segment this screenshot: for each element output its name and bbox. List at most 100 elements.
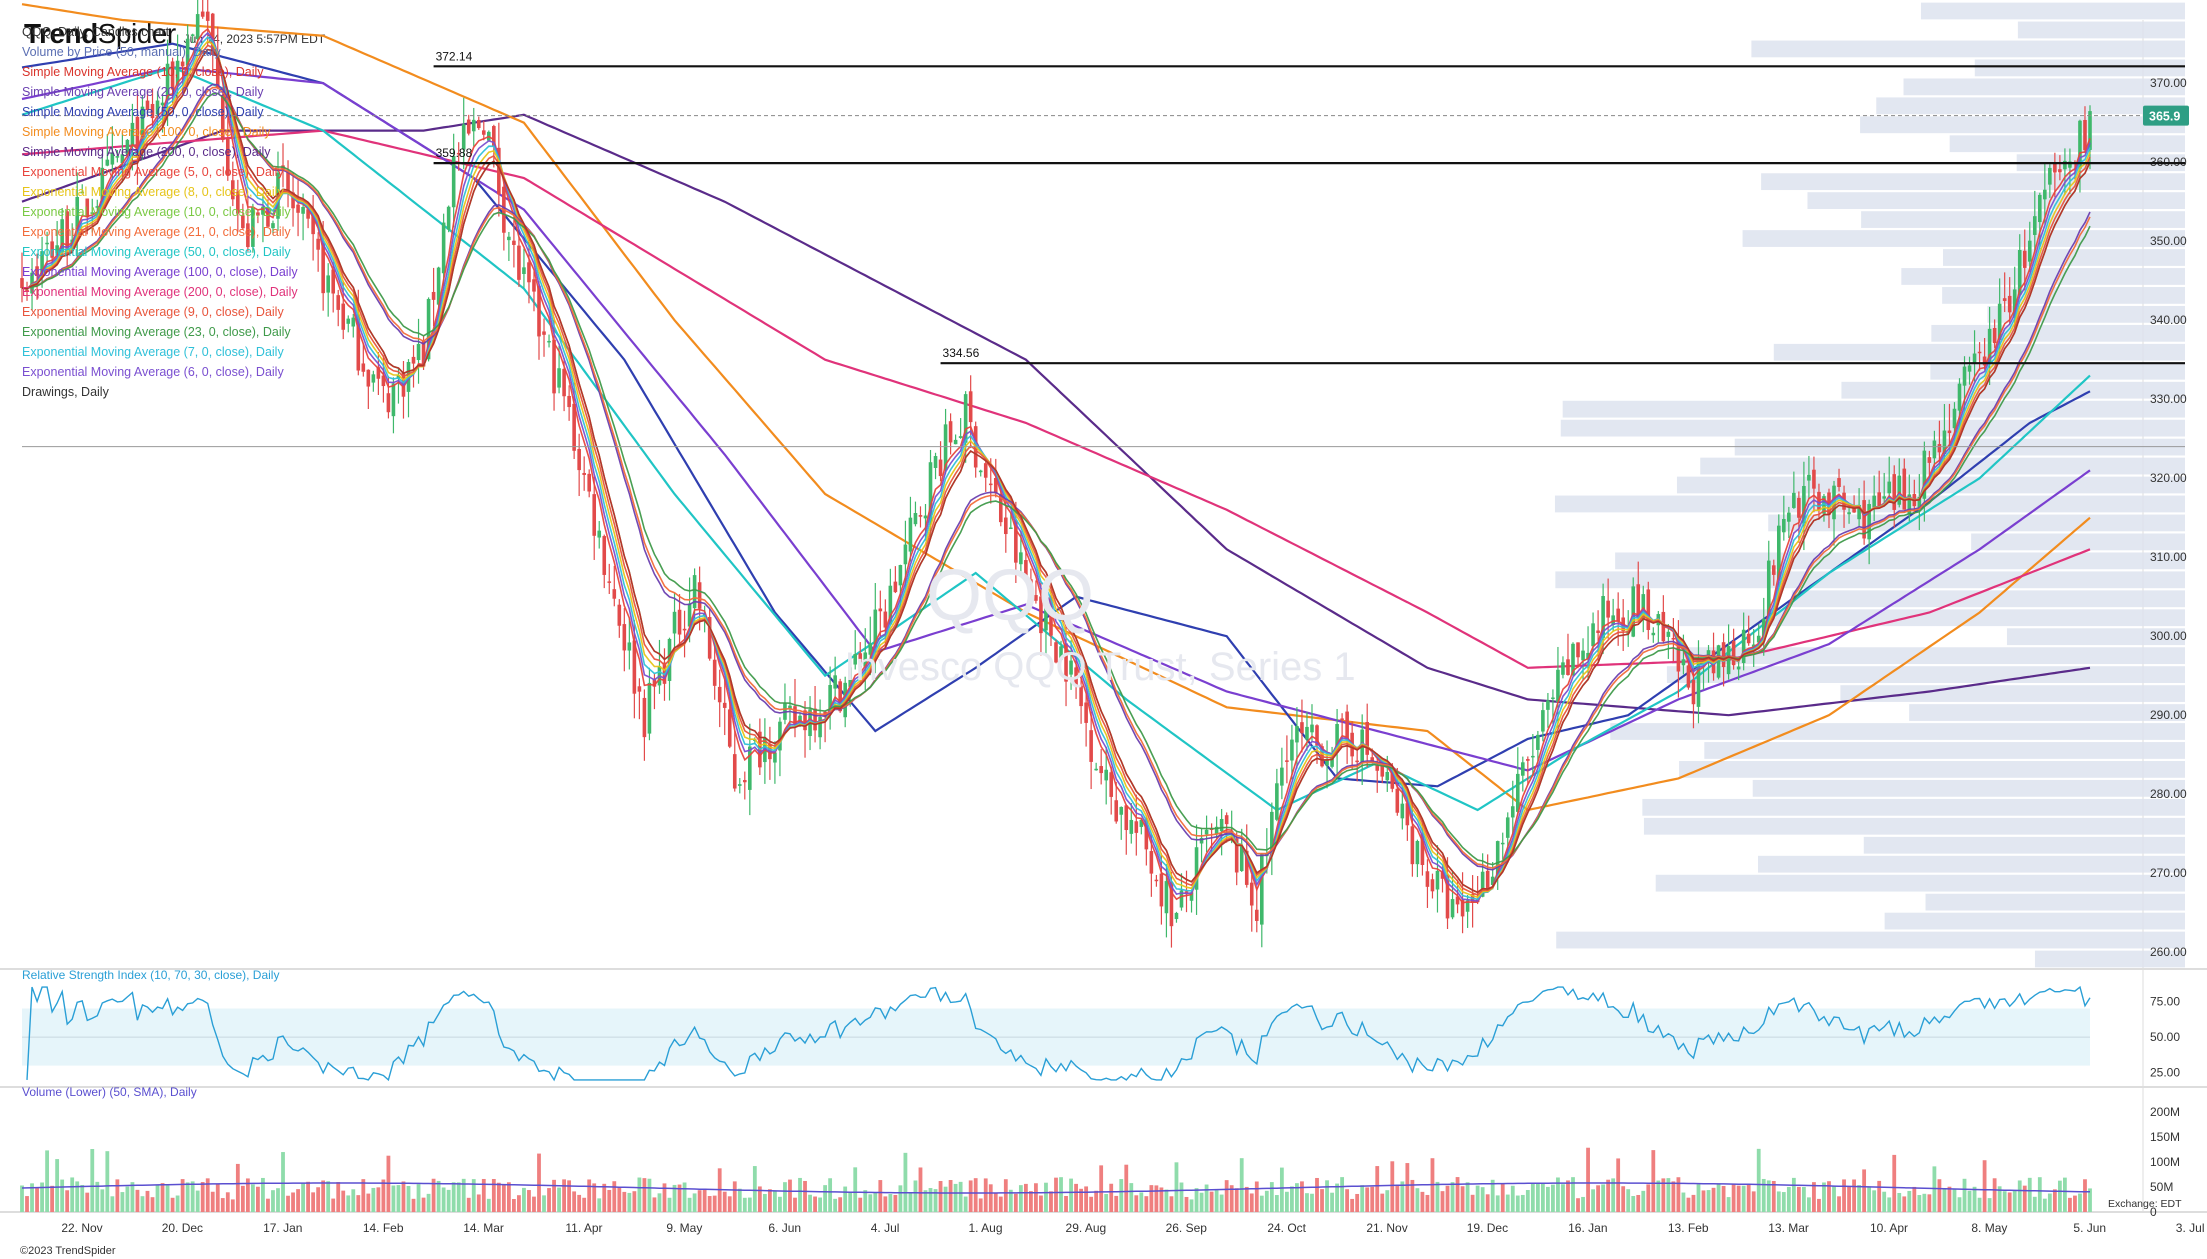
volume-bar (1756, 1148, 1761, 1212)
candle-body (1977, 351, 1982, 354)
candle (1576, 642, 1580, 669)
volume-bar (883, 1196, 888, 1212)
candle (582, 456, 586, 491)
candle-body (1641, 594, 1646, 620)
candle-body (1731, 641, 1736, 666)
candle (481, 120, 486, 141)
candle (612, 565, 617, 607)
volume-bar (1370, 1186, 1375, 1212)
volume-profile-bar (1903, 78, 2185, 96)
candle-body (687, 603, 692, 627)
candle (45, 231, 49, 264)
candle (1892, 465, 1897, 528)
volume-bar (587, 1179, 592, 1212)
candle (958, 418, 963, 439)
legend-entry[interactable]: Exponential Moving Average (21, 0, close… (22, 225, 291, 239)
candle-body (1782, 518, 1786, 533)
legend-entry[interactable]: Exponential Moving Average (10, 0, close… (22, 205, 291, 219)
volume-bar (1551, 1184, 1555, 1212)
volume-bar (266, 1198, 270, 1212)
legend-entry[interactable]: Simple Moving Average (100, 0, close), D… (22, 125, 271, 139)
legend-entry[interactable]: Exponential Moving Average (6, 0, close)… (22, 365, 284, 379)
candle (20, 252, 24, 303)
legend-entry[interactable]: Simple Moving Average (50, 0, close), Da… (22, 105, 264, 119)
legend-entry[interactable]: Simple Moving Average (10, 0, close), Da… (22, 65, 264, 79)
legend-entry[interactable]: Drawings, Daily (22, 385, 109, 399)
legend-entry[interactable]: Exponential Moving Average (23, 0, close… (22, 325, 291, 339)
candle (1179, 873, 1184, 911)
legend-entry[interactable]: Simple Moving Average (20, 0, close), Da… (22, 85, 264, 99)
volume-bar (893, 1194, 898, 1212)
volume-bar (1636, 1194, 1641, 1212)
volume-bar (1666, 1178, 1671, 1212)
legend-entry[interactable]: Exponential Moving Average (9, 0, close)… (22, 305, 284, 319)
volume-bar (602, 1183, 607, 1212)
volume-bar (1124, 1164, 1129, 1212)
rsi-pane: Relative Strength Index (10, 70, 30, clo… (22, 968, 2180, 1082)
legend-entry[interactable]: Exponential Moving Average (100, 0, clos… (22, 265, 298, 279)
volume-bar (1400, 1181, 1405, 1212)
volume-bar (401, 1181, 406, 1212)
volume-bar (1174, 1162, 1179, 1212)
candle (1310, 704, 1314, 742)
volume-bar (481, 1178, 486, 1212)
candle-body (1490, 876, 1495, 886)
legend-entry[interactable]: Exponential Moving Average (200, 0, clos… (22, 285, 298, 299)
candle (1089, 711, 1093, 790)
candle-body (100, 167, 105, 213)
volume-bar (767, 1189, 772, 1212)
candle-body (627, 642, 632, 651)
volume-bar (446, 1189, 451, 1212)
volume-bar (1862, 1169, 1867, 1212)
volume-bar (1194, 1188, 1199, 1212)
volume-bar (908, 1192, 913, 1212)
candle (748, 723, 752, 816)
candle-body (1370, 757, 1375, 763)
candle-body (692, 575, 697, 609)
volume-profile-bar (1704, 742, 2185, 759)
volume-bar (286, 1195, 290, 1212)
legend-entry[interactable]: Exponential Moving Average (50, 0, close… (22, 245, 291, 259)
candle-body (1937, 444, 1942, 453)
volume-bar (1440, 1191, 1445, 1212)
volume-bar (567, 1180, 572, 1212)
volume-bar (1360, 1185, 1365, 1212)
candle (742, 771, 747, 800)
volume-profile-bar (1761, 173, 2185, 191)
volume-bar (75, 1181, 80, 1212)
candle-body (572, 403, 576, 451)
candle (2043, 163, 2047, 224)
legend-entry[interactable]: Exponential Moving Average (8, 0, close)… (22, 185, 284, 199)
candle (547, 334, 551, 348)
candle-body (476, 119, 481, 129)
candle (1199, 828, 1204, 863)
candle-body (381, 375, 386, 387)
candle (451, 133, 456, 228)
legend-entry[interactable]: Exponential Moving Average (5, 0, close)… (22, 165, 284, 179)
candle-body (45, 242, 49, 245)
candle-body (1290, 739, 1294, 761)
x-tick-label: 4. Jul (871, 1221, 900, 1235)
legend-entry[interactable]: Volume by Price (50, manual), Daily (22, 45, 221, 59)
volume-bar (848, 1192, 853, 1212)
candle (1731, 628, 1736, 670)
candle (456, 142, 461, 171)
ema-ribbon-line (21, 27, 2091, 904)
volume-bar (1576, 1198, 1580, 1212)
legend-entry[interactable]: Simple Moving Average (200, 0, close), D… (22, 145, 271, 159)
volume-bar (431, 1178, 436, 1212)
candle-body (552, 339, 556, 394)
legend-entry[interactable]: Exponential Moving Average (7, 0, close)… (22, 345, 284, 359)
candle (1787, 506, 1791, 539)
candle (1194, 824, 1199, 915)
candle-body (1340, 718, 1344, 720)
legend-entry[interactable]: QQQ, Daily, Candles chart (22, 25, 170, 39)
candle (1425, 859, 1430, 908)
candle-body (391, 383, 396, 417)
volume-bar (1997, 1186, 2002, 1212)
volume-profile-bar (1672, 647, 2185, 665)
candle (1234, 832, 1239, 886)
volume-bar (1987, 1198, 1992, 1212)
candle-body (1330, 757, 1334, 767)
